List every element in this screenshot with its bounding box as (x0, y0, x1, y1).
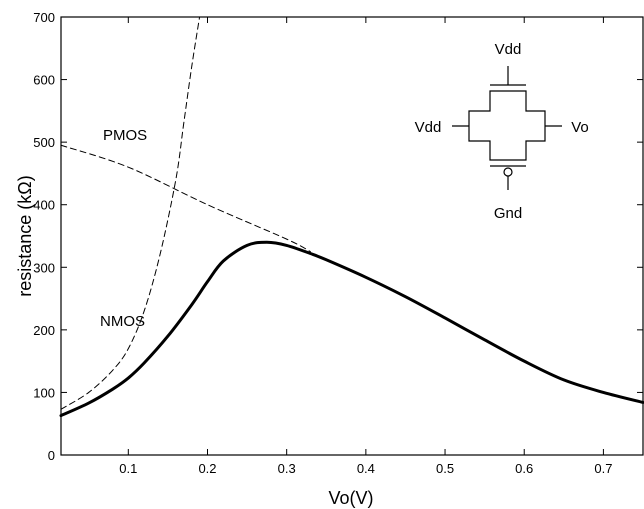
total-resistance-curve (59, 240, 644, 418)
x-tick-label: 0.1 (119, 461, 137, 476)
gate-body-outline (468, 90, 546, 161)
y-tick-label: 100 (33, 385, 55, 400)
transmission-gate-inset (452, 66, 562, 190)
inset-left-label: Vdd (415, 119, 442, 136)
plot-area (60, 16, 644, 456)
ticks: 0.1 0.2 0.3 0.4 0.5 0.6 0.7 0 100 200 300 400 500 600… (33, 10, 643, 476)
x-tick-label: 0.6 (515, 461, 533, 476)
y-tick-label: 200 (33, 323, 55, 338)
plot-frame (60, 16, 644, 456)
inset-right-label: Vo (571, 119, 589, 136)
y-axis-title: resistance (kΩ) (15, 175, 35, 296)
inset-bottom-label: Gnd (494, 205, 522, 222)
inset-top-label: Vdd (495, 41, 522, 58)
nmos-annotation: NMOS (100, 313, 145, 330)
y-tick-label: 600 (33, 73, 55, 88)
y-tick-label: 400 (33, 198, 55, 213)
x-tick-label: 0.3 (278, 461, 296, 476)
y-tick-label: 700 (33, 10, 55, 25)
x-tick-label: 0.2 (198, 461, 216, 476)
y-tick-label: 500 (33, 135, 55, 150)
y-tick-label: 0 (48, 448, 55, 463)
pmos-resistance-curve (60, 144, 311, 253)
bubble-icon (503, 167, 513, 177)
curves (59, 16, 644, 418)
y-tick-label: 300 (33, 260, 55, 275)
x-tick-label: 0.7 (594, 461, 612, 476)
x-axis-title: Vo(V) (328, 488, 373, 508)
x-tick-label: 0.4 (357, 461, 375, 476)
nmos-resistance-curve (60, 16, 201, 410)
pmos-annotation: PMOS (103, 127, 147, 144)
x-tick-label: 0.5 (436, 461, 454, 476)
